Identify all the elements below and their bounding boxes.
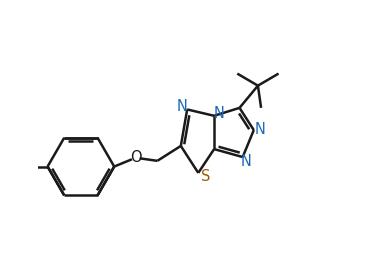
Text: S: S bbox=[201, 169, 210, 184]
Text: O: O bbox=[130, 150, 142, 165]
Text: N: N bbox=[177, 99, 188, 115]
Text: N: N bbox=[241, 154, 252, 169]
Text: N: N bbox=[214, 106, 225, 121]
Text: N: N bbox=[255, 122, 266, 137]
